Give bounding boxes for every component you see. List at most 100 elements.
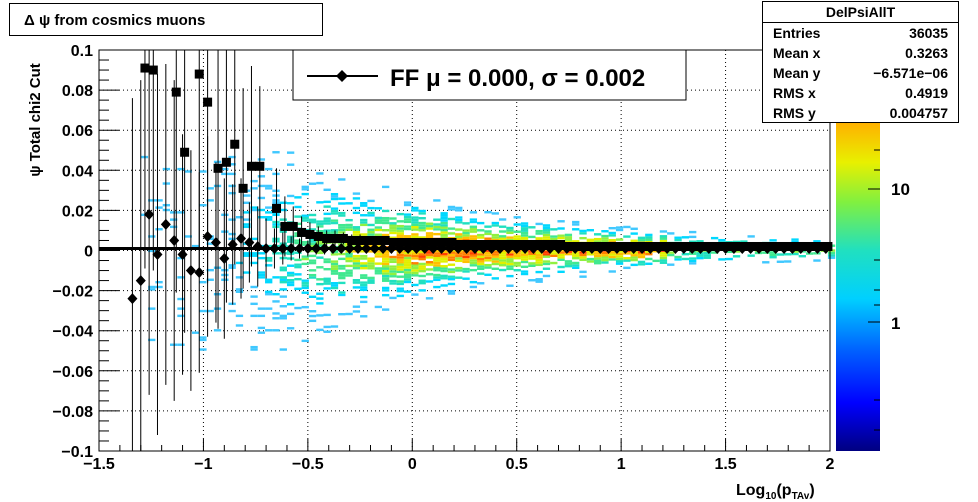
heatmap-cell xyxy=(418,281,426,285)
heatmap-cell xyxy=(352,266,361,270)
heatmap-cell xyxy=(199,309,207,313)
heatmap-cell xyxy=(411,254,419,258)
heatmap-cell xyxy=(418,269,426,273)
heatmap-cell xyxy=(206,242,214,245)
heatmap-cell xyxy=(425,224,434,228)
data-point-diamond xyxy=(219,253,230,265)
heatmap-cell xyxy=(403,215,412,219)
heatmap-cell xyxy=(330,267,339,270)
heatmap-cell xyxy=(418,236,426,239)
heatmap-cell xyxy=(286,151,295,154)
heatmap-cell xyxy=(447,251,456,254)
heatmap-cell xyxy=(572,261,580,265)
heatmap-cell xyxy=(308,269,317,272)
heatmap-cell xyxy=(681,236,690,239)
heatmap-cell xyxy=(367,230,375,234)
heatmap-cell xyxy=(360,257,368,260)
heatmap-cell xyxy=(301,279,309,282)
heatmap-cell xyxy=(718,258,726,261)
heatmap-cell xyxy=(330,269,339,273)
heatmap-cell xyxy=(352,279,361,282)
heatmap-cell xyxy=(352,228,361,231)
heatmap-cell xyxy=(316,181,324,185)
data-point-square xyxy=(556,239,566,249)
heatmap-cell xyxy=(469,235,478,238)
heatmap-cell xyxy=(403,266,412,269)
heatmap-cell xyxy=(272,240,280,243)
heatmap-cell xyxy=(601,230,609,233)
heatmap-cell xyxy=(498,261,507,265)
heatmap-cell xyxy=(615,252,624,256)
heatmap-cell xyxy=(455,216,463,219)
data-point-diamond xyxy=(553,242,564,254)
data-point-square xyxy=(213,163,223,173)
heatmap-cell xyxy=(455,235,463,238)
heatmap-cell xyxy=(542,274,551,278)
heatmap-cell xyxy=(403,218,412,221)
heatmap-cell xyxy=(316,278,324,281)
heatmap-cell xyxy=(301,241,309,244)
heatmap-cell xyxy=(345,226,353,229)
heatmap-cell xyxy=(367,267,375,270)
heatmap-cell xyxy=(396,253,404,257)
heatmap-cell xyxy=(550,235,558,238)
x-tick-label: 1.5 xyxy=(714,456,736,473)
heatmap-cell xyxy=(645,233,653,237)
heatmap-cell xyxy=(330,209,339,213)
heatmap-cell xyxy=(805,252,814,255)
stats-value: −6.571e−06 xyxy=(873,65,948,81)
heatmap-cell xyxy=(316,302,324,305)
heatmap-cell xyxy=(469,261,478,265)
data-point-square xyxy=(194,69,204,79)
heatmap-cell xyxy=(784,260,792,263)
data-point-diamond xyxy=(394,242,405,254)
heatmap-cell xyxy=(206,268,214,272)
x-tick-label: 2 xyxy=(826,456,835,473)
heatmap-cell xyxy=(279,314,287,318)
heatmap-cell xyxy=(352,233,361,236)
heatmap-cell xyxy=(389,279,397,283)
heatmap-cell xyxy=(330,231,339,234)
heatmap-cell xyxy=(177,211,185,214)
svg-text:Log10(pTAv): Log10(pTAv) xyxy=(736,482,815,502)
heatmap-cell xyxy=(308,218,317,222)
heatmap-cell xyxy=(557,234,565,237)
heatmap-cell xyxy=(308,276,317,279)
heatmap-cell xyxy=(279,295,287,298)
heatmap-cell xyxy=(433,252,441,255)
heatmap-cell xyxy=(294,222,302,226)
heatmap-cell xyxy=(769,256,777,259)
heatmap-cell xyxy=(352,230,361,234)
heatmap-cell xyxy=(352,192,361,195)
heatmap-cell xyxy=(265,211,273,214)
heatmap-cell xyxy=(374,267,383,270)
heatmap-cell xyxy=(425,273,434,276)
heatmap-cell xyxy=(513,237,521,241)
heatmap-cell xyxy=(352,310,361,313)
heatmap-cell xyxy=(294,241,302,245)
heatmap-cell xyxy=(272,237,280,241)
heatmap-cell xyxy=(221,167,229,171)
heatmap-cell xyxy=(403,201,412,204)
heatmap-cell xyxy=(250,237,258,241)
heatmap-cell xyxy=(191,331,200,334)
heatmap-cell xyxy=(403,254,412,257)
data-point-square xyxy=(414,237,424,247)
heatmap-cell xyxy=(235,261,244,265)
heatmap-cell xyxy=(593,254,602,258)
heatmap-cell xyxy=(389,222,397,225)
heatmap-cell xyxy=(623,259,631,262)
heatmap-cell xyxy=(148,338,156,342)
heatmap-cell xyxy=(484,263,492,267)
heatmap-cell xyxy=(667,232,675,235)
heatmap-cell xyxy=(433,278,441,282)
heatmap-cell xyxy=(330,325,339,328)
heatmap-cell xyxy=(674,255,682,259)
heatmap-cell xyxy=(659,237,668,240)
heatmap-cell xyxy=(396,256,404,259)
heatmap-cell xyxy=(411,262,419,265)
heatmap-cell xyxy=(447,256,456,259)
heatmap-cell xyxy=(184,170,192,173)
heatmap-cell xyxy=(579,270,587,274)
heatmap-cell xyxy=(374,272,383,275)
